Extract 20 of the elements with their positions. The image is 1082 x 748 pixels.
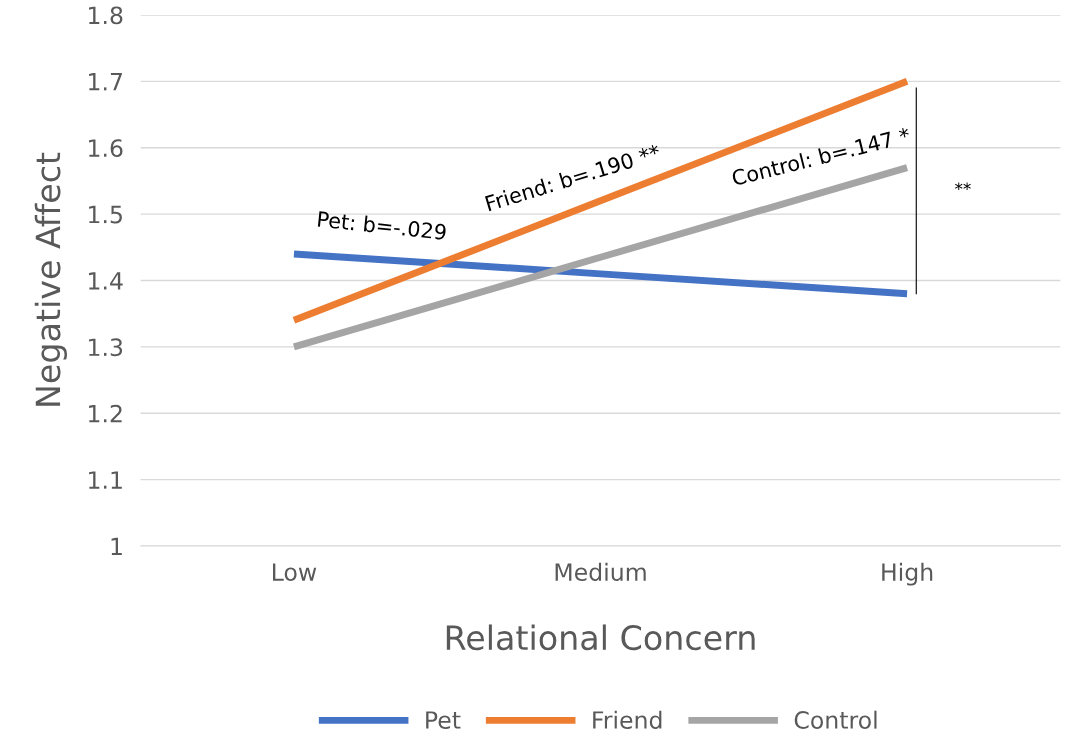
y-tick-label: 1.2	[89, 404, 122, 423]
x-tick-label: Medium	[555, 562, 646, 581]
y-tick-label: 1.5	[89, 205, 122, 224]
y-tick-label: 1.4	[89, 272, 123, 290]
y-tick-label: 1.1	[89, 471, 122, 489]
legend-label: Control	[794, 710, 877, 729]
y-tick-label: 1.3	[89, 338, 123, 357]
x-axis-title: Relational Concern	[446, 624, 755, 651]
y-axis-title: Negative Affect	[34, 152, 67, 406]
y-tick-label: 1.6	[89, 139, 123, 158]
annotation: Pet: b=-.029	[317, 210, 447, 241]
x-tick-label: Low	[273, 563, 317, 581]
y-tick-label: 1.8	[89, 6, 123, 25]
legend-label: Pet	[426, 711, 461, 729]
y-tick-label: 1.7	[89, 73, 122, 91]
x-tick-label: High	[882, 562, 933, 586]
legend-label: Friend	[593, 710, 662, 729]
annotation: Control: b=.147 *	[731, 126, 911, 187]
y-tick-label: 1	[111, 537, 122, 556]
annotation: **	[955, 182, 971, 191]
